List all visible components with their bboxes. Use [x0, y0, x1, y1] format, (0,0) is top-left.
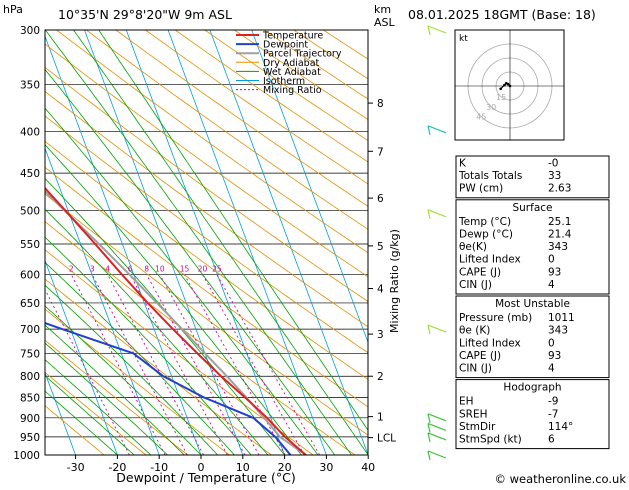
km-tick-label: LCL	[377, 433, 396, 445]
most-unstable-table-row-value: 0	[548, 337, 555, 349]
mixing-ratio-label: 2	[69, 265, 74, 274]
height-unit-asl: ASL	[374, 16, 396, 29]
surface-table-row-value: 343	[548, 241, 568, 253]
most-unstable-table-row-label: Lifted Index	[459, 337, 521, 349]
pressure-tick-label: 800	[20, 371, 40, 383]
most-unstable-table-row-value: 1011	[548, 312, 575, 324]
mixing-ratio-label: 15	[180, 265, 190, 274]
most-unstable-table-row-value: 343	[548, 325, 568, 337]
mixing-ratio-axis-label: Mixing Ratio (g/kg)	[388, 229, 401, 333]
legend-entry: Mixing Ratio	[263, 85, 322, 96]
x-tick-label: 40	[361, 461, 375, 474]
hodograph-ring-label: 30	[486, 103, 496, 112]
pressure-unit-label: hPa	[3, 3, 23, 16]
pressure-tick-label: 300	[20, 25, 40, 37]
indices-table-row-label: K	[459, 158, 467, 170]
most-unstable-table-row-label: Pressure (mb)	[459, 312, 532, 324]
hodograph-table-row-value: 6	[548, 434, 555, 446]
most-unstable-table-row-label: CAPE (J)	[459, 350, 501, 362]
surface-table-row-label: θe(K)	[459, 241, 487, 253]
hodograph-point	[499, 88, 502, 91]
x-tick-label: 30	[319, 461, 333, 474]
surface-table-row-value: 21.4	[548, 229, 572, 241]
pressure-tick-label: 550	[20, 239, 40, 251]
hodograph-point	[505, 82, 508, 85]
surface-table-row-label: CIN (J)	[459, 279, 492, 291]
pressure-tick-label: 950	[20, 432, 40, 444]
mixing-ratio-label: 4	[105, 265, 110, 274]
surface-table-row-label: Dewp (°C)	[459, 229, 513, 241]
km-tick-label: 3	[377, 329, 384, 341]
km-tick-label: 6	[377, 193, 384, 205]
footer-credit: © weatheronline.co.uk	[494, 472, 626, 486]
x-axis-label: Dewpoint / Temperature (°C)	[116, 470, 295, 485]
indices-table-row-value: -0	[548, 158, 558, 170]
mixing-ratio-label: 10	[155, 265, 165, 274]
indices-table-row-label: PW (cm)	[459, 183, 503, 195]
hodograph-table-title: Hodograph	[503, 382, 561, 394]
hodograph-unit-label: kt	[459, 34, 468, 44]
indices-table-row-value: 2.63	[548, 183, 571, 195]
surface-table-row-value: 0	[548, 254, 555, 266]
pressure-tick-label: 600	[20, 270, 40, 282]
surface-table-row-label: CAPE (J)	[459, 266, 501, 278]
pressure-tick-label: 350	[20, 79, 40, 91]
hodograph-table-row-label: StmSpd (kt)	[459, 434, 522, 446]
hodograph-ring-label: 45	[476, 113, 486, 122]
pressure-tick-label: 400	[20, 127, 40, 139]
pressure-tick-label: 450	[20, 168, 40, 180]
pressure-tick-label: 750	[20, 348, 40, 360]
km-tick-label: 8	[377, 98, 384, 110]
pressure-tick-label: 1000	[13, 450, 40, 462]
pressure-tick-label: 650	[20, 298, 40, 310]
km-tick-label: 5	[377, 241, 384, 253]
km-tick-label: 4	[377, 284, 384, 296]
hodograph-table-row-label: EH	[459, 396, 474, 408]
surface-table-row-value: 4	[548, 279, 555, 291]
indices-table-row-value: 33	[548, 170, 561, 182]
km-tick-label: 2	[377, 371, 384, 383]
most-unstable-table-row-label: θe (K)	[459, 325, 490, 337]
x-tick-label: -30	[67, 461, 85, 474]
most-unstable-table-row-value: 4	[548, 363, 555, 375]
most-unstable-table-row-value: 93	[548, 350, 561, 362]
mixing-ratio-label: 3	[90, 265, 95, 274]
height-unit-km: km	[374, 3, 391, 16]
hodograph-table-row-value: -9	[548, 396, 558, 408]
stability-tables: K -0 Totals Totals 33 PW (cm) 2.63 SurfaceTemp…	[456, 156, 609, 449]
surface-table-row-label: Temp (°C)	[458, 216, 511, 228]
location-title: 10°35'N 29°8'20"W 9m ASL	[58, 7, 232, 22]
pressure-tick-label: 500	[20, 205, 40, 217]
surface-table-row-label: Lifted Index	[459, 254, 521, 266]
mixing-ratio-label: 8	[144, 265, 149, 274]
surface-table-row-value: 93	[548, 266, 561, 278]
surface-table-row-value: 25.1	[548, 216, 571, 228]
km-tick-label: 1	[377, 412, 384, 424]
mixing-ratio-label: 20	[198, 265, 208, 274]
hodograph-table-row-label: StmDir	[459, 421, 496, 433]
pressure-tick-label: 700	[20, 324, 40, 336]
hodograph-point	[503, 84, 506, 87]
hodograph-table-row-value: 114°	[548, 421, 573, 433]
hodograph-ring-label: 15	[496, 93, 506, 102]
hodograph-table-row-value: -7	[548, 408, 558, 420]
pressure-tick-label: 850	[20, 393, 40, 405]
indices-table-row-label: Totals Totals	[458, 170, 522, 182]
mixing-ratio-label: 25	[212, 265, 222, 274]
most-unstable-table-title: Most Unstable	[495, 298, 570, 310]
pressure-tick-label: 900	[20, 413, 40, 425]
surface-table-title: Surface	[512, 202, 552, 214]
hodograph-point	[509, 85, 512, 88]
most-unstable-table-row-label: CIN (J)	[459, 363, 492, 375]
datetime-title: 08.01.2025 18GMT (Base: 18)	[408, 7, 596, 22]
hodograph-table-row-label: SREH	[459, 408, 488, 420]
km-tick-label: 7	[377, 146, 384, 158]
